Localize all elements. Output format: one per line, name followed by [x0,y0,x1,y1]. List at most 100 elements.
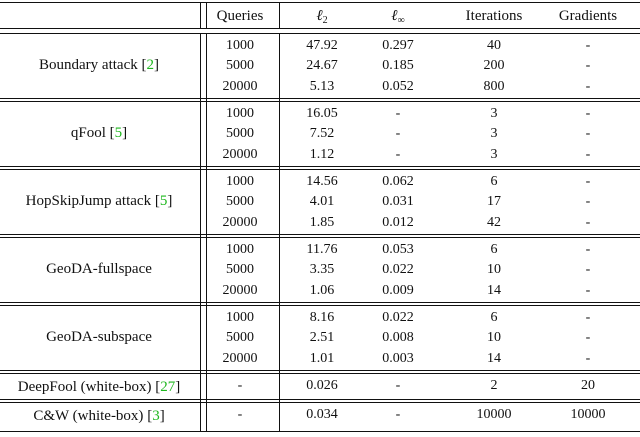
cell-gradients: - [585,106,591,121]
group-rule [0,234,640,235]
method-label: qFool [70,125,106,142]
col-divider [200,237,201,305]
col-divider [200,33,201,101]
header-iterations: Iterations [465,8,523,24]
cell-gradients: - [585,282,591,298]
cell-gradients: - [585,146,591,162]
cell-queries: 1000 [226,106,254,121]
col-divider [279,305,280,373]
cell-l2: 0.026 [306,378,338,393]
method-name: qFool [5] [70,125,128,142]
row-rule [0,399,640,400]
cell-linf: 0.185 [382,58,414,74]
header-l2: ℓ2 [316,8,328,26]
top-rule [0,2,640,3]
header-rule-1 [0,28,640,29]
bottom-rule [0,431,640,432]
cell-gradients: - [585,38,591,53]
cell-queries: 20000 [222,282,258,298]
cell-queries: 5000 [226,194,254,210]
citation-link[interactable]: 5 [114,125,123,142]
cell-queries: 1000 [226,242,254,257]
cell-gradients: - [585,330,591,346]
cell-linf: 0.022 [382,310,414,325]
cell-iterations: 6 [490,242,498,257]
col-divider [200,373,201,402]
cell-iterations: 200 [483,58,505,74]
cell-linf: - [395,126,401,142]
col-divider [279,101,280,169]
cell-linf: 0.297 [382,38,414,53]
cell-gradients: - [585,194,591,210]
cell-linf: - [395,106,401,121]
col-divider [279,373,280,402]
cell-linf: 0.052 [382,78,414,94]
cell-gradients: - [585,242,591,257]
cell-linf: - [395,378,401,393]
cell-gradients: - [585,214,591,230]
method-label: HopSkipJump attack [25,193,152,210]
method-label: C&W (white-box) [33,408,144,424]
cell-queries: 5000 [226,262,254,278]
citation-link[interactable]: 27 [160,379,176,395]
cell-gradients: - [585,58,591,74]
group-rule [0,305,640,306]
method-label: GeoDA-fullspace [46,261,152,278]
col-divider [200,402,201,431]
col-divider [206,2,207,28]
cell-gradients: 10000 [570,407,606,422]
cell-iterations: 3 [490,126,498,142]
cell-l2: 1.85 [309,214,335,230]
cell-iterations: 14 [487,350,501,366]
cell-l2: 14.56 [306,174,338,189]
cell-iterations: 3 [490,106,498,121]
group-rule [0,169,640,170]
cell-queries: 1000 [226,174,254,189]
method-name: DeepFool (white-box) [27] [17,379,181,395]
header-gradients: Gradients [558,8,618,24]
cell-l2: 5.13 [309,78,335,94]
group-rule [0,302,640,303]
col-divider [206,169,207,237]
cell-queries: 20000 [222,214,258,230]
cell-gradients: - [585,78,591,94]
col-divider [279,33,280,101]
cell-iterations: 10 [487,262,501,278]
cell-linf: - [395,407,401,422]
cell-iterations: 2 [490,378,498,393]
cell-l2: 7.52 [309,126,335,142]
group-rule [0,237,640,238]
cell-iterations: 6 [490,174,498,189]
cell-iterations: 10000 [476,407,512,422]
cell-l2: 1.06 [309,282,335,298]
col-divider [279,169,280,237]
cell-l2: 4.01 [309,194,335,210]
col-divider [206,305,207,373]
cell-l2: 47.92 [306,38,338,53]
group-rule [0,166,640,167]
header-queries: Queries [216,8,264,24]
cell-queries: 20000 [222,146,258,162]
cell-linf: 0.053 [382,242,414,257]
cell-queries: 20000 [222,350,258,366]
cell-gradients: - [585,262,591,278]
citation-link[interactable]: 5 [159,193,168,210]
cell-linf: 0.012 [382,214,414,230]
cell-linf: 0.062 [382,174,414,189]
col-divider [200,169,201,237]
cell-gradients: - [585,310,591,325]
header-linf: ℓ∞ [391,8,405,26]
col-divider [206,237,207,305]
col-divider [279,402,280,431]
citation-link[interactable]: 3 [152,408,160,424]
cell-iterations: 17 [487,194,501,210]
cell-l2: 1.01 [309,350,335,366]
cell-l2: 2.51 [309,330,335,346]
cell-linf: 0.008 [382,330,414,346]
cell-linf: - [395,146,401,162]
cell-l2: 1.12 [309,146,335,162]
cell-l2: 11.76 [306,242,338,257]
citation-link[interactable]: 2 [146,57,154,74]
method-name: C&W (white-box) [3] [33,408,165,424]
